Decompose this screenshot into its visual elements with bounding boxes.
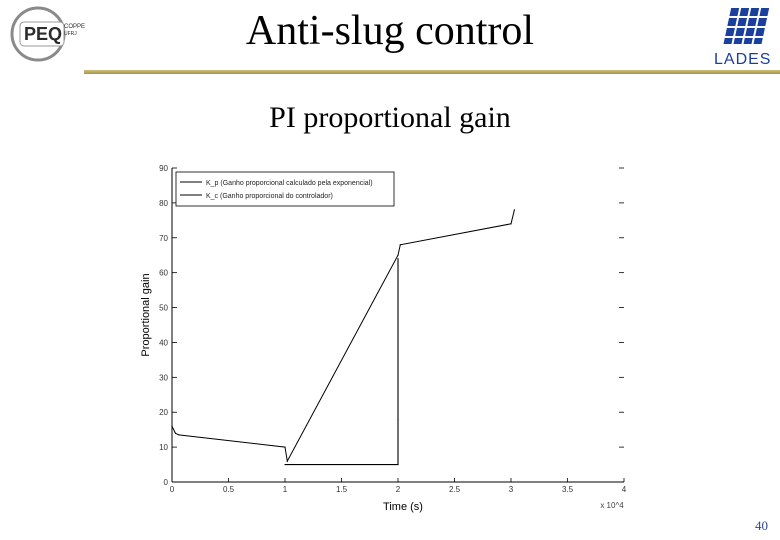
slide-title: Anti-slug control <box>245 8 535 54</box>
y-tick-label: 0 <box>164 478 169 487</box>
data-point <box>174 432 176 434</box>
x-tick-label: 3 <box>509 485 514 494</box>
x-tick-label: 0 <box>170 485 175 494</box>
page-number: 40 <box>755 518 768 533</box>
y-tick-label: 70 <box>159 234 168 243</box>
x-exponent-label: x 10^4 <box>600 501 624 510</box>
series-layer <box>171 209 515 466</box>
data-point <box>513 209 515 211</box>
lades-logo-text: LADES <box>714 51 771 68</box>
y-tick-label: 40 <box>159 338 168 347</box>
y-tick-label: 30 <box>159 373 168 382</box>
logo-plate <box>19 21 65 47</box>
y-axis-label: Proportional gain <box>140 273 152 356</box>
legend-entry: K_p (Ganho proporcional calculado pela e… <box>206 180 373 187</box>
data-point <box>284 446 286 448</box>
data-point <box>171 425 173 427</box>
title-rule <box>84 70 780 74</box>
x-tick-label: 4 <box>622 485 627 494</box>
legend-box <box>175 171 395 207</box>
y-tick-label: 10 <box>159 443 168 452</box>
data-point <box>178 434 180 436</box>
series-line-2 <box>285 258 399 466</box>
legend-layer: K_p (Ganho proporcional calculado pela e… <box>175 171 395 207</box>
legend-entry: K_c (Ganho proporcional do controlador) <box>206 193 333 200</box>
data-point <box>399 244 401 246</box>
coppe-logo-text: COPPE <box>64 24 85 30</box>
x-tick-label: 1 <box>283 485 288 494</box>
data-point <box>397 463 399 466</box>
ufrj-logo-text: UFRJ <box>64 31 77 37</box>
data-point <box>397 418 399 420</box>
x-tick-label: 3.5 <box>562 485 574 494</box>
peq-logo-text: PEQ <box>24 24 62 44</box>
y-tick-label: 60 <box>159 269 168 278</box>
y-tick-label: 80 <box>159 199 168 208</box>
peq-coppe-logo: PEQ COPPE UFRJ <box>10 6 85 62</box>
x-axis-label: Time (s) <box>383 501 423 513</box>
data-point <box>284 463 286 466</box>
y-tick-label: 20 <box>159 408 168 417</box>
data-point <box>397 258 399 260</box>
y-tick-label: 50 <box>159 304 168 313</box>
x-tick-label: 1.5 <box>336 485 348 494</box>
x-tick-label: 2.5 <box>449 485 461 494</box>
data-point <box>397 254 399 256</box>
x-tick-label: 0.5 <box>223 485 235 494</box>
x-tick-label: 2 <box>396 485 401 494</box>
lades-logo: LADES <box>714 8 771 68</box>
data-point <box>510 223 512 225</box>
chart-title: PI proportional gain <box>269 101 511 134</box>
data-point <box>286 460 288 462</box>
lades-logo-grid <box>723 8 770 44</box>
y-tick-label: 90 <box>159 164 168 173</box>
series-line-1 <box>171 209 515 463</box>
